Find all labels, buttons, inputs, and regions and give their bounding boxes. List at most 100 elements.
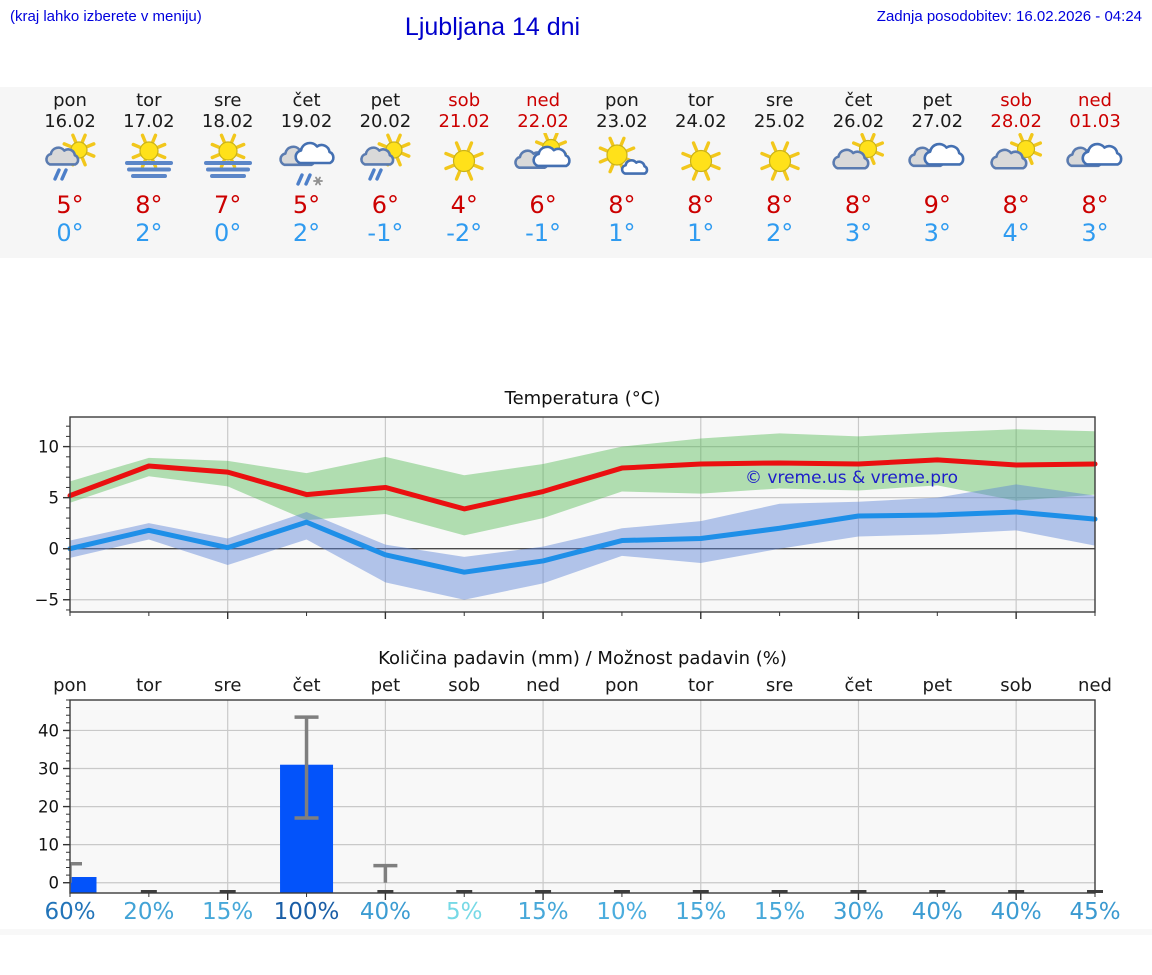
precipitation-chart-title: Količina padavin (mm) / Možnost padavin … [378,648,787,669]
day-name-label: sob [448,90,481,111]
day-name-label: čet [844,90,873,111]
temp-max-label: 5° [292,191,321,219]
clouds-icon [908,142,965,168]
forecast-day-column: sre 18.02 7° 0° [188,87,268,258]
day-date-label: 23.02 [596,111,648,132]
sun-icon [444,141,484,181]
day-name-label: sre [213,90,242,111]
precip-zero-stub [140,890,157,893]
y-tick-label: 0 [49,540,60,559]
precip-zero-stub [850,890,867,893]
sun-icon [759,141,800,181]
sun-clouds-icon [514,133,571,169]
forecast-day-column: sob 28.02 8° 4° [976,87,1056,258]
precip-day-label: čet [292,675,321,696]
clouds-sleet-icon [278,141,335,186]
precip-zero-stub [613,890,630,893]
day-date-label: 21.02 [438,111,490,132]
temp-min-label: 1° [608,219,636,247]
temp-min-label: 3° [844,219,873,247]
forecast-strip: pon 16.02 5° 0° tor 17.02 8° 2° sre 18.02 7° 0° čet 1… [0,87,1152,258]
temp-min-label: 2° [765,219,794,247]
temp-max-label: 5° [56,191,84,219]
precip-day-label: ned [526,675,561,696]
max-temperature-line [67,457,1098,512]
forecast-day-column: tor 24.02 8° 1° [661,87,741,258]
clouds-icon [1066,142,1123,168]
min-temp-range-band [70,484,1095,600]
sun-cloud-rain-icon [45,133,96,181]
forecast-day-column: sre 25.02 8° 2° [740,87,820,258]
precip-day-label: pet [922,675,953,696]
sun-cloud-rain-icon [360,133,411,181]
temp-min-label: 1° [687,219,715,247]
temp-max-label: 4° [450,191,478,219]
day-date-label: 16.02 [44,111,96,132]
precip-probability-label: 10% [596,899,648,925]
temp-max-label: 8° [844,191,873,219]
precip-day-label: sob [448,675,481,696]
precip-day-label: čet [844,675,873,696]
precip-probability-label: 15% [754,899,806,925]
forecast-day-column: čet 19.02 5° 2° [267,87,347,258]
precip-probability-label: 100% [273,899,340,925]
precip-probability-label: 40% [911,899,963,925]
precip-zero-stub [771,890,788,893]
day-name-label: pon [604,90,639,111]
day-name-label: ned [1078,90,1112,111]
forecast-day-column: pon 23.02 8° 1° [582,87,662,258]
precip-day-label: sob [1000,675,1033,696]
temp-max-label: 8° [687,191,715,219]
temp-max-label: 8° [1081,191,1109,219]
temp-min-label: -1° [367,219,404,247]
last-update-text: Zadnja posodobitev: 16.02.2026 - 04:24 [876,8,1142,25]
precip-probability-label: 60% [44,899,96,925]
y-tick-label: 10 [38,438,59,457]
forecast-day-column: sob 21.02 4° -2° [424,87,504,258]
cloud-sun-icon [990,133,1043,170]
precip-day-label: tor [136,675,162,696]
precip-probability-label: 20% [123,899,175,925]
temp-max-label: 9° [923,191,951,219]
day-date-label: 25.02 [753,111,806,132]
temperature-chart-title: Temperatura (°C) [504,388,661,409]
temp-min-label: -2° [446,219,483,247]
precip-probability-label: 45% [1069,899,1121,925]
precip-probability-label: 15% [202,899,254,925]
precip-bar [70,877,97,893]
precip-day-label: ned [1078,675,1112,696]
y-tick-label: 30 [38,760,59,779]
y-tick-label: 5 [49,489,60,508]
precip-zero-stub [929,890,946,893]
forecast-day-column: ned 22.02 6° -1° [503,87,583,258]
temp-min-label: 2° [135,219,163,247]
precip-zero-stub [692,890,709,893]
day-name-label: pet [922,90,953,111]
day-date-label: 28.02 [990,111,1042,132]
precip-probability-label: 40% [990,899,1042,925]
day-date-label: 24.02 [675,111,727,132]
forecast-day-column: pet 20.02 6° -1° [345,87,425,258]
menu-hint-text: (kraj lahko izberete v meniju) [10,8,202,25]
day-date-label: 19.02 [280,111,333,132]
day-name-label: čet [292,90,321,111]
precip-day-label: sre [213,675,242,696]
y-tick-label: 40 [38,721,59,740]
day-date-label: 01.03 [1069,111,1121,132]
temp-max-label: 8° [135,191,163,219]
min-temperature-line [67,509,1098,575]
precip-probability-label: 5% [445,899,483,925]
watermark-link[interactable]: © vreme.us & vreme.pro [745,468,959,488]
temp-min-label: 0° [214,219,242,247]
precip-day-label: tor [688,675,714,696]
y-tick-label: 10 [38,836,59,855]
forecast-day-column: tor 17.02 8° 2° [109,87,189,258]
temp-min-label: 4° [1002,219,1030,247]
precip-zero-stub [377,890,394,893]
precip-probability-label: 30% [832,899,885,925]
temp-max-label: 6° [529,191,557,219]
y-tick-label: 0 [49,874,60,893]
precip-zero-stub [535,890,552,893]
day-name-label: ned [526,90,561,111]
